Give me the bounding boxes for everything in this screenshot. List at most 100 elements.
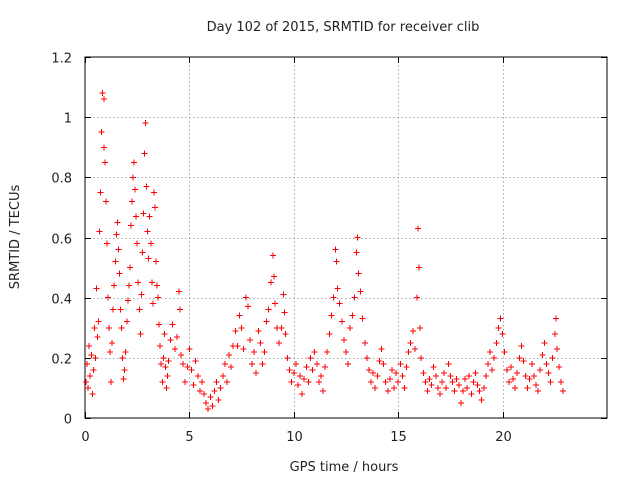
data-point [178,351,185,358]
x-axis-label: GPS time / hours [290,460,399,475]
data-point [114,219,121,226]
data-point [85,384,92,391]
data-point [332,246,339,253]
data-point [374,372,381,379]
data-point [401,384,408,391]
data-point [111,282,118,289]
data-point [272,300,279,307]
data-point [232,327,239,334]
data-point [286,366,293,373]
data-point [123,318,130,325]
data-point [355,270,362,277]
data-point [305,378,312,385]
data-point [413,294,420,301]
data-point [104,294,111,301]
data-point [489,366,496,373]
x-tick-label: 5 [185,430,193,445]
data-point [453,375,460,382]
data-point [89,390,96,397]
data-point [112,258,119,265]
data-point [411,345,418,352]
data-point [441,369,448,376]
data-point [133,213,140,220]
data-point [347,324,354,331]
data-point [336,300,343,307]
data-point [518,342,525,349]
data-point [213,378,220,385]
data-point [217,384,224,391]
data-point [447,372,454,379]
data-point [309,366,316,373]
data-points [83,90,567,412]
data-point [192,357,199,364]
data-point [503,366,510,373]
data-point [276,339,283,346]
data-point [113,231,120,238]
data-point [162,363,169,370]
data-point [138,291,145,298]
data-point [290,369,297,376]
data-point [234,342,241,349]
y-tick-label: 1.2 [51,52,72,67]
data-point [188,366,195,373]
data-point [391,384,398,391]
x-tick-label: 10 [286,430,303,445]
data-point [139,249,146,256]
data-point [520,357,527,364]
data-point [418,354,425,361]
data-point [357,288,364,295]
data-point [126,264,133,271]
data-point [533,381,540,388]
data-point [524,384,531,391]
data-point [240,345,247,352]
data-point [180,360,187,367]
data-point [330,294,337,301]
data-point [100,96,107,103]
data-point [278,324,285,331]
data-point [501,348,508,355]
data-point [555,363,562,370]
data-point [457,399,464,406]
data-point [416,264,423,271]
data-point [432,372,439,379]
data-point [95,318,102,325]
data-point [303,363,310,370]
data-point [159,378,166,385]
data-point [445,360,452,367]
data-point [161,330,168,337]
data-point [343,348,349,355]
data-point [269,252,276,259]
data-point [261,348,268,355]
data-point [207,393,214,400]
data-point [551,330,558,337]
data-point [211,387,218,394]
data-point [253,369,260,376]
data-point [119,354,126,361]
data-point [99,90,106,97]
data-point [171,345,178,352]
data-point [376,357,383,364]
data-point [173,333,180,340]
data-point [101,159,108,166]
data-point [476,387,483,394]
data-point [552,315,559,322]
data-point [299,390,306,397]
data-point [370,369,377,376]
data-point [143,183,150,190]
data-point [121,366,128,373]
data-point [244,303,251,310]
data-point [182,378,189,385]
data-point [359,315,366,322]
data-point [449,378,456,385]
data-point [157,342,164,349]
data-point [118,324,125,331]
x-tick-label: 20 [495,430,512,445]
data-point [116,270,123,277]
data-point [265,306,272,313]
data-point [98,129,105,136]
data-point [97,189,104,196]
data-point [417,324,424,331]
data-point [439,378,446,385]
data-point [428,381,435,388]
data-point [281,309,288,316]
